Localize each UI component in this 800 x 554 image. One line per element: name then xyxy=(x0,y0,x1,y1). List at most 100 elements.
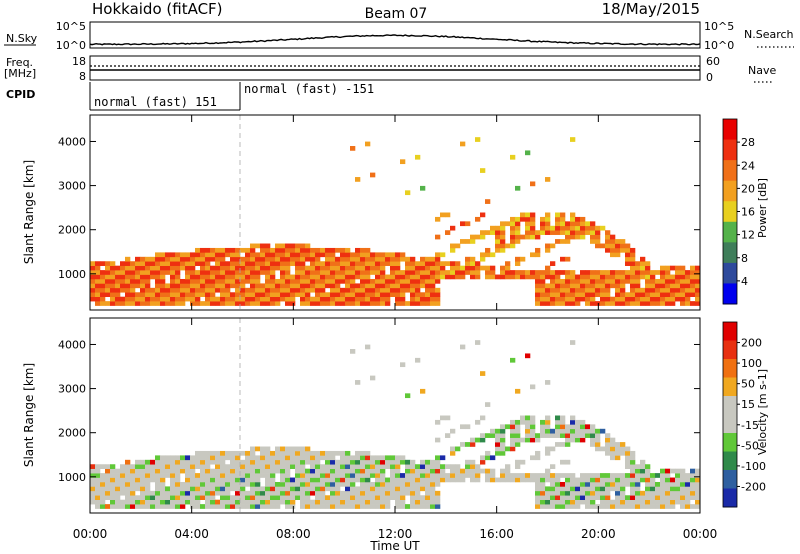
data-cell xyxy=(330,270,336,275)
data-cell xyxy=(305,495,311,500)
data-cell xyxy=(170,296,176,302)
data-cell xyxy=(385,464,391,469)
data-cell xyxy=(240,468,246,474)
data-cell xyxy=(450,468,456,474)
data-cell xyxy=(210,292,216,297)
data-cell xyxy=(305,252,311,258)
data-cell xyxy=(665,292,671,297)
data-cell xyxy=(145,301,151,306)
data-cell xyxy=(475,437,481,443)
data-cell xyxy=(100,477,106,483)
data-cell xyxy=(615,287,621,293)
data-cell xyxy=(235,287,241,293)
data-cell xyxy=(150,473,156,478)
data-cell xyxy=(405,190,411,196)
data-cell xyxy=(165,301,171,306)
data-cell xyxy=(290,455,296,461)
data-cell xyxy=(375,261,381,266)
cpid-panel: CPID normal (fast) 151 normal (fast) -15… xyxy=(6,82,374,111)
data-cell xyxy=(555,239,561,244)
data-cell xyxy=(430,301,436,306)
data-cell xyxy=(190,274,196,280)
data-cell xyxy=(530,274,536,280)
data-cell xyxy=(675,283,681,289)
data-cell xyxy=(125,504,131,509)
data-cell xyxy=(490,477,496,483)
data-cell xyxy=(550,490,556,496)
data-cell xyxy=(295,446,301,452)
data-cell xyxy=(410,274,416,280)
data-cell xyxy=(625,292,631,297)
data-cell xyxy=(495,477,501,483)
data-cell xyxy=(395,256,401,262)
data-cell xyxy=(230,455,236,461)
data-cell xyxy=(165,490,171,496)
data-cell xyxy=(360,504,366,509)
data-cell xyxy=(660,274,666,280)
data-cell xyxy=(240,464,246,469)
data-cell xyxy=(150,504,156,509)
data-cell xyxy=(440,455,446,461)
data-cell xyxy=(95,486,101,492)
data-cell xyxy=(395,296,401,302)
data-cell xyxy=(370,283,376,289)
data-cell xyxy=(500,433,506,438)
data-cell xyxy=(660,292,666,297)
data-cell xyxy=(430,495,436,500)
data-cell xyxy=(335,265,341,271)
data-cell xyxy=(680,278,686,284)
data-cell xyxy=(385,486,391,492)
data-cell xyxy=(575,274,581,280)
data-cell xyxy=(105,287,111,293)
data-cell xyxy=(280,473,286,478)
data-cell xyxy=(105,477,111,483)
data-cell xyxy=(95,278,101,284)
data-cell xyxy=(575,486,581,492)
noise-trace xyxy=(89,34,701,46)
data-cell xyxy=(660,270,666,275)
data-cell xyxy=(565,495,571,500)
data-cell xyxy=(115,495,121,500)
data-cell xyxy=(240,261,246,266)
data-cell xyxy=(605,490,611,496)
data-cell xyxy=(470,464,476,469)
data-cell xyxy=(415,287,421,293)
data-cell xyxy=(460,344,466,350)
data-cell xyxy=(240,256,246,262)
data-cell xyxy=(415,490,421,496)
data-cell xyxy=(405,459,411,465)
data-cell xyxy=(415,481,421,487)
data-cell xyxy=(675,274,681,280)
data-cell xyxy=(560,221,566,227)
data-cell xyxy=(585,296,591,302)
data-cell xyxy=(140,256,146,262)
data-cell xyxy=(325,270,331,275)
noise-panel: N.Sky 10^5 10^0 10^5 10^0 N.Search xyxy=(4,20,794,52)
data-cell xyxy=(630,252,636,258)
data-cell xyxy=(440,212,446,218)
data-cell xyxy=(340,287,346,293)
data-cell xyxy=(540,283,546,289)
data-cell xyxy=(180,499,186,505)
data-cell xyxy=(625,459,631,465)
data-cell xyxy=(265,287,271,293)
data-cell xyxy=(155,270,161,275)
data-cell xyxy=(595,490,601,496)
data-cell xyxy=(330,464,336,469)
data-cell xyxy=(605,477,611,483)
data-cell xyxy=(180,292,186,297)
data-cell xyxy=(170,287,176,293)
data-cell xyxy=(245,468,251,474)
data-cell xyxy=(135,464,141,469)
data-cell xyxy=(680,265,686,271)
data-cell xyxy=(190,301,196,306)
data-cell xyxy=(395,473,401,478)
data-cell xyxy=(170,256,176,262)
data-cell xyxy=(605,287,611,293)
data-cell xyxy=(215,477,221,483)
data-cell xyxy=(570,278,576,284)
data-cell xyxy=(345,287,351,293)
data-cell xyxy=(120,504,126,509)
data-cell xyxy=(280,490,286,496)
